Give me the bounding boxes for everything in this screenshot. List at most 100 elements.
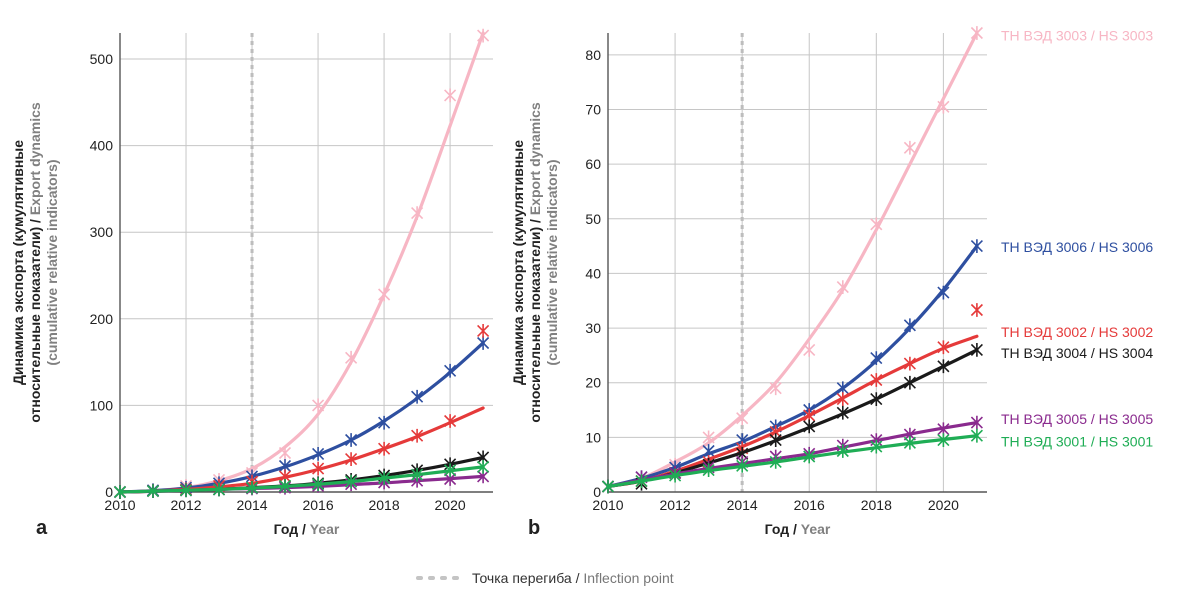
data-point-marker bbox=[444, 463, 457, 478]
x-axis-title: Год / Year bbox=[274, 521, 340, 537]
data-point-marker bbox=[836, 280, 849, 294]
series-line-3001-hs-3001 bbox=[118, 465, 485, 494]
data-point-3001-hs-3001 bbox=[836, 444, 849, 458]
data-point-3003-hs-3003 bbox=[312, 398, 325, 413]
y-axis-title-line-3: (cumulative relative indicators) bbox=[44, 159, 60, 365]
data-point-marker bbox=[970, 239, 983, 253]
x-tick-label: 2010 bbox=[592, 497, 623, 513]
data-point-3001-hs-3001 bbox=[702, 463, 715, 477]
data-point-marker bbox=[903, 435, 916, 450]
data-point-3006-hs-3006 bbox=[378, 415, 391, 430]
data-point-3001-hs-3001 bbox=[312, 477, 325, 492]
data-point-marker bbox=[836, 405, 849, 420]
x-axis-title-en: Year bbox=[801, 521, 831, 537]
y-tick-label: 300 bbox=[90, 224, 114, 240]
y-tick-label: 0 bbox=[593, 484, 601, 500]
series-line-3003-hs-3003 bbox=[118, 31, 485, 494]
data-point-3004-hs-3004 bbox=[903, 375, 916, 390]
y-axis-title-line-1: Динамика экспорта (кумулятивные bbox=[510, 140, 526, 385]
data-point-3003-hs-3003 bbox=[444, 88, 457, 103]
series-line-3002-hs-3002 bbox=[606, 334, 979, 489]
x-tick-label: 2012 bbox=[660, 497, 691, 513]
data-point-3003-hs-3003 bbox=[278, 446, 292, 460]
data-point-marker bbox=[635, 474, 648, 488]
data-point-marker bbox=[769, 381, 782, 396]
data-point-3006-hs-3006 bbox=[870, 351, 883, 365]
data-point-3001-hs-3001 bbox=[278, 479, 292, 493]
data-point-3001-hs-3001 bbox=[378, 471, 391, 485]
data-point-marker bbox=[345, 452, 358, 466]
x-tick-label: 2016 bbox=[302, 497, 333, 513]
data-point-marker bbox=[870, 217, 883, 232]
data-point-3006-hs-3006 bbox=[345, 433, 358, 447]
y-axis-title-sep: / bbox=[527, 215, 543, 227]
data-point-3004-hs-3004 bbox=[769, 433, 782, 447]
series-label-3001-hs-3001: ТН ВЭД 3001 / HS 3001 bbox=[1001, 434, 1153, 450]
data-point-3001-hs-3001 bbox=[669, 468, 682, 483]
x-axis-title-en: Year bbox=[310, 521, 340, 537]
y-axis-title-line-1: Динамика экспорта (кумулятивные bbox=[10, 140, 26, 385]
y-tick-label: 70 bbox=[585, 102, 601, 118]
data-point-3002-hs-3002 bbox=[870, 373, 883, 387]
data-point-marker bbox=[477, 28, 490, 43]
inflection-legend-text: Точка перегиба / Inflection point bbox=[472, 570, 674, 586]
y-tick-label: 50 bbox=[585, 211, 601, 227]
data-point-3002-hs-3002 bbox=[411, 428, 424, 443]
y-tick-label: 60 bbox=[585, 156, 601, 172]
data-point-3001-hs-3001 bbox=[870, 439, 883, 454]
data-point-3002-hs-3002 bbox=[903, 356, 916, 371]
x-tick-label: 2010 bbox=[104, 497, 135, 513]
data-point-3002-hs-3002 bbox=[970, 303, 983, 317]
x-axis-title-sep: / bbox=[789, 521, 801, 537]
series-line-3001-hs-3001 bbox=[606, 434, 979, 489]
data-point-marker bbox=[444, 88, 457, 103]
y-axis-title-line-3: (cumulative relative indicators) bbox=[544, 159, 560, 365]
data-point-3001-hs-3001 bbox=[736, 458, 749, 473]
data-point-3001-hs-3001 bbox=[411, 467, 424, 482]
data-point-marker bbox=[937, 359, 950, 374]
x-axis-title-ru: Год bbox=[274, 521, 299, 537]
data-point-marker bbox=[278, 479, 292, 493]
data-point-marker bbox=[937, 285, 950, 300]
data-point-3001-hs-3001 bbox=[245, 480, 259, 495]
panel-label-a: a bbox=[36, 517, 48, 539]
data-point-3006-hs-3006 bbox=[411, 389, 424, 404]
data-point-marker bbox=[803, 449, 816, 464]
data-point-marker bbox=[146, 484, 160, 498]
y-axis-title-sep: / bbox=[27, 215, 43, 227]
data-point-marker bbox=[769, 433, 782, 447]
data-point-marker bbox=[444, 363, 457, 378]
data-point-marker bbox=[378, 441, 391, 456]
data-point-3003-hs-3003 bbox=[769, 381, 782, 396]
y-tick-label: 500 bbox=[90, 51, 114, 67]
data-point-3001-hs-3001 bbox=[803, 449, 816, 464]
data-point-3001-hs-3001 bbox=[444, 463, 457, 478]
data-point-3003-hs-3003 bbox=[870, 217, 883, 232]
data-point-3006-hs-3006 bbox=[970, 239, 983, 253]
data-point-3001-hs-3001 bbox=[345, 474, 358, 489]
data-point-marker bbox=[378, 415, 391, 430]
data-point-3003-hs-3003 bbox=[836, 280, 849, 294]
data-point-3003-hs-3003 bbox=[477, 28, 490, 43]
data-point-3002-hs-3002 bbox=[836, 392, 849, 406]
data-point-marker bbox=[903, 356, 916, 371]
data-point-marker bbox=[411, 206, 424, 220]
data-point-marker bbox=[444, 414, 457, 428]
data-point-marker bbox=[312, 477, 325, 492]
x-tick-label: 2012 bbox=[170, 497, 201, 513]
y-tick-label: 30 bbox=[585, 320, 601, 336]
data-point-3002-hs-3002 bbox=[937, 340, 950, 355]
x-tick-label: 2018 bbox=[368, 497, 399, 513]
data-point-3004-hs-3004 bbox=[836, 405, 849, 420]
data-point-marker bbox=[245, 480, 259, 495]
data-point-3003-hs-3003 bbox=[378, 287, 391, 302]
data-point-marker bbox=[836, 444, 849, 458]
data-point-3001-hs-3001 bbox=[601, 479, 615, 494]
inflection-legend: Точка перегиба / Inflection point bbox=[416, 570, 674, 586]
y-axis-title-ru: относительные показатели) bbox=[527, 227, 543, 423]
data-point-3002-hs-3002 bbox=[378, 441, 391, 456]
data-point-marker bbox=[836, 392, 849, 406]
series-label-3002-hs-3002: ТН ВЭД 3002 / HS 3002 bbox=[1001, 324, 1153, 340]
data-point-3001-hs-3001 bbox=[212, 482, 226, 497]
x-tick-label: 2014 bbox=[727, 497, 758, 513]
